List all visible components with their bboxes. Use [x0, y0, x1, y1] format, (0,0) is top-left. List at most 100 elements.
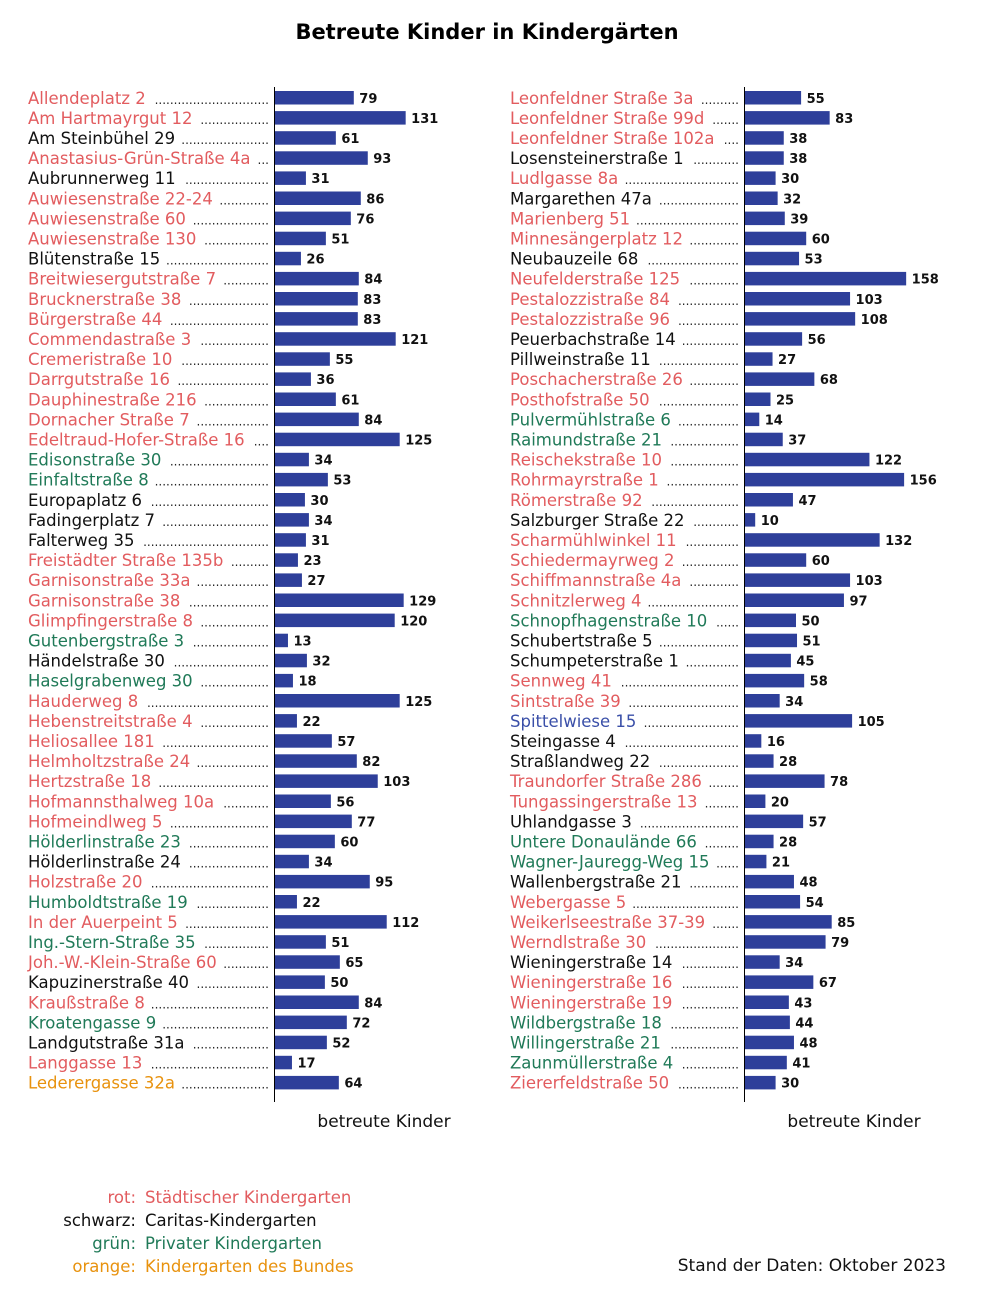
bar	[275, 794, 331, 808]
category-label: Steingasse 4	[510, 732, 616, 751]
data-label: 54	[806, 896, 824, 911]
dot-leader: ......	[716, 857, 739, 871]
category-label: Bürgerstraße 44	[28, 310, 162, 329]
data-label: 79	[831, 936, 849, 951]
data-label: 48	[799, 876, 817, 891]
category-label: Reischekstraße 10	[510, 451, 662, 470]
data-label: 57	[809, 815, 827, 830]
bar	[745, 392, 771, 406]
data-label: 25	[776, 393, 794, 408]
category-label: Langgasse 13	[28, 1054, 142, 1073]
data-label: 84	[364, 273, 382, 288]
legend: rot: Städtischer Kindergarten schwarz: Cari…	[63, 1188, 353, 1276]
category-label: Untere Donaulände 66	[510, 832, 697, 851]
bar	[275, 472, 328, 487]
dot-leader: ................	[678, 414, 739, 428]
category-label: Auwiesenstraße 22-24	[28, 189, 213, 208]
data-label: 68	[820, 373, 838, 388]
dot-leader: ...............................	[151, 1058, 269, 1072]
category-label: Ing.-Stern-Straße 35	[28, 933, 196, 952]
dot-leader: ..................	[670, 455, 739, 469]
dot-leader: ...................	[197, 575, 269, 589]
dot-leader: ...............	[682, 997, 739, 1011]
category-label: Pillweinstraße 11	[510, 350, 651, 369]
bar	[275, 915, 387, 929]
data-label: 58	[810, 675, 828, 690]
data-label: 38	[789, 152, 807, 167]
bar	[745, 633, 798, 648]
bar	[275, 312, 358, 326]
bar	[275, 633, 288, 648]
bar	[745, 834, 774, 849]
bar	[275, 1015, 347, 1030]
category-label: Dornacher Straße 7	[28, 410, 190, 429]
dot-leader: .......	[712, 917, 739, 931]
dot-leader: ................	[678, 1078, 739, 1092]
bar	[745, 714, 853, 728]
dot-leader: .............................	[158, 776, 269, 790]
data-label: 34	[314, 856, 332, 871]
category-label: Hebenstreitstraße 4	[28, 712, 193, 731]
dot-leader: .............	[219, 193, 269, 207]
category-label: Joh.-W.-Klein-Straße 60	[27, 953, 217, 972]
category-label: Garnisonstraße 38	[28, 591, 180, 610]
category-label: Ziererfeldstraße 50	[510, 1074, 669, 1093]
bar	[745, 312, 856, 326]
category-label: Am Hartmayrgut 12	[28, 109, 192, 128]
bar	[275, 352, 330, 366]
category-label: Schumpeterstraße 1	[510, 652, 679, 671]
dot-leader: ..............	[686, 656, 739, 670]
bar	[275, 613, 395, 628]
bar	[745, 171, 776, 185]
data-label: 93	[373, 152, 391, 167]
category-label: Pestalozzistraße 84	[510, 290, 670, 309]
bar	[745, 91, 802, 105]
dot-leader: ........................	[647, 595, 739, 609]
data-label: 60	[340, 835, 358, 850]
dot-leader: .................	[204, 394, 269, 408]
bar	[745, 131, 784, 145]
bar	[275, 251, 301, 266]
dot-leader: ..................	[200, 334, 269, 348]
data-label: 23	[303, 554, 321, 569]
category-label: Posthofstraße 50	[510, 390, 650, 409]
category-label: Heliosallee 181	[28, 732, 155, 751]
dot-leader: ...................	[197, 897, 269, 911]
dot-leader: ........	[708, 776, 739, 790]
category-label: Salzburger Straße 22	[510, 511, 685, 530]
data-label: 31	[311, 534, 329, 549]
data-label: 52	[332, 1036, 350, 1051]
category-label: Leonfeldner Straße 102a	[510, 129, 715, 148]
category-label: Pestalozzistraße 96	[510, 310, 670, 329]
data-label: 125	[405, 695, 432, 710]
dot-leader: ......................	[185, 173, 269, 187]
legend-label: Städtischer Kindergarten	[145, 1188, 351, 1207]
dot-leader: ......................	[185, 917, 269, 931]
data-label: 48	[799, 1036, 817, 1051]
bar	[275, 734, 332, 748]
bar	[745, 573, 851, 587]
bar	[745, 653, 791, 668]
dot-leader: ...........................	[636, 213, 739, 227]
dot-leader: .............................	[628, 696, 739, 710]
data-label: 85	[837, 916, 855, 931]
category-label: Leonfeldner Straße 99d	[510, 109, 704, 128]
bar	[745, 1015, 790, 1030]
dot-leader: ...............................	[151, 877, 269, 891]
dot-leader: .............	[689, 374, 739, 388]
bar	[745, 915, 832, 929]
dot-leader: .................................	[143, 535, 269, 549]
category-label: Kroatengasse 9	[28, 1013, 156, 1032]
bar	[745, 794, 766, 808]
dot-leader: ..................	[200, 676, 269, 690]
bar	[745, 271, 907, 286]
bar	[275, 271, 359, 286]
bar	[745, 593, 844, 607]
dot-leader: ........................	[177, 374, 269, 388]
data-label: 47	[798, 494, 816, 509]
category-label: Wildbergstraße 18	[510, 1013, 662, 1032]
bar	[745, 1075, 776, 1090]
category-label: Weikerlseestraße 37-39	[510, 913, 705, 932]
category-label: Zaunmüllerstraße 4	[510, 1054, 673, 1073]
data-label: 84	[364, 413, 382, 428]
